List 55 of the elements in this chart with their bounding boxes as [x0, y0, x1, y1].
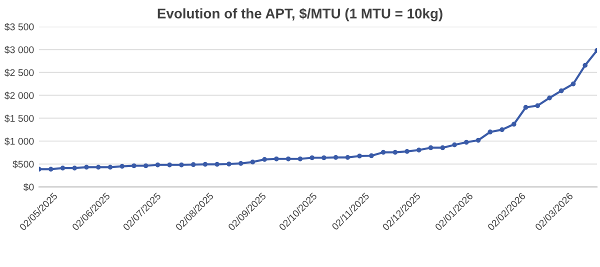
point — [250, 160, 256, 164]
point — [226, 162, 232, 166]
point — [202, 162, 208, 167]
point — [132, 163, 136, 168]
y-tick-label: $0 — [23, 183, 34, 192]
point — [238, 161, 244, 166]
point — [167, 162, 172, 168]
point — [380, 150, 386, 155]
point — [416, 148, 422, 152]
point — [535, 103, 540, 108]
point — [190, 162, 196, 168]
y-tick-label: $500 — [12, 160, 34, 168]
point — [298, 156, 303, 162]
point — [547, 95, 552, 100]
point — [155, 162, 160, 168]
point — [345, 154, 350, 160]
point — [96, 164, 101, 170]
point — [368, 153, 374, 158]
point — [310, 155, 314, 160]
point — [322, 155, 326, 160]
point — [333, 154, 338, 160]
point — [48, 166, 54, 172]
point — [511, 122, 516, 127]
point — [392, 150, 398, 155]
point — [570, 81, 576, 86]
point — [286, 156, 291, 162]
point — [428, 145, 434, 150]
point — [523, 104, 528, 110]
point — [500, 127, 504, 132]
y-tick-label: $3 500 — [4, 23, 34, 31]
point — [60, 166, 66, 170]
point — [464, 140, 469, 145]
point — [274, 156, 279, 162]
y-tick-label: $2 000 — [4, 92, 34, 100]
y-tick-label: $2 500 — [4, 68, 34, 77]
point — [262, 157, 268, 162]
point — [179, 162, 184, 168]
point — [143, 163, 148, 168]
point — [357, 154, 362, 158]
point — [84, 164, 89, 170]
point — [120, 164, 125, 169]
point — [558, 88, 564, 94]
point — [214, 162, 220, 167]
point — [404, 148, 410, 154]
y-tick-label: $1 500 — [4, 114, 34, 122]
y-tick-label: $3 000 — [4, 46, 34, 54]
point — [72, 166, 78, 170]
y-tick-label: $1 000 — [4, 137, 34, 146]
point — [440, 145, 446, 150]
point — [452, 142, 457, 148]
point — [488, 130, 493, 134]
chart-title: Evolution of the APT, $/MTU (1 MTU = 10kg) — [158, 8, 442, 22]
point — [582, 62, 588, 68]
point — [476, 138, 481, 143]
point — [108, 164, 113, 170]
